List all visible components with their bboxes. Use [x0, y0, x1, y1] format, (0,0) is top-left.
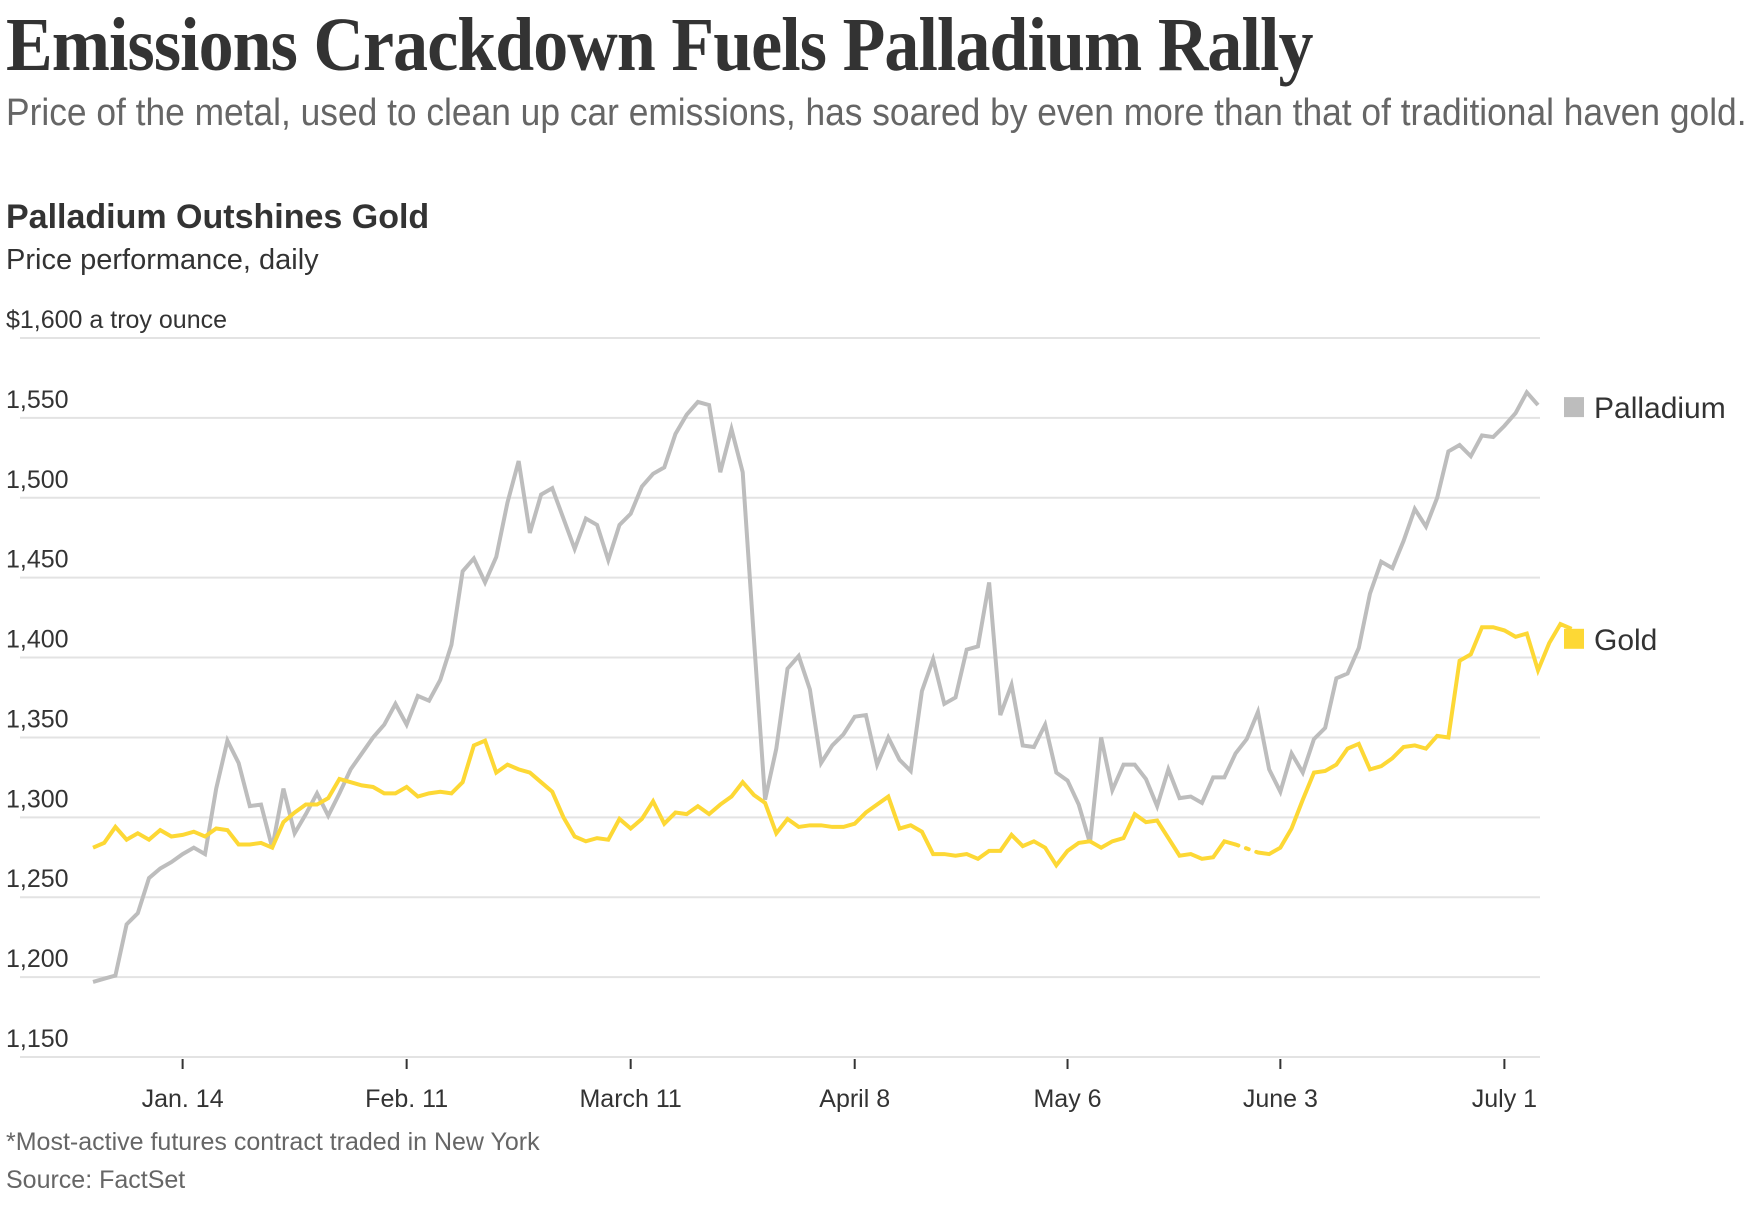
y-tick-label: 1,300: [6, 785, 69, 813]
y-tick-label: 1,150: [6, 1025, 69, 1053]
series-line-gold: [92, 737, 1237, 869]
y-tick-label: $1,600 a troy ounce: [6, 306, 227, 334]
x-tick-label: April 8: [819, 1085, 890, 1113]
legend-swatch-palladium: [1564, 397, 1584, 418]
x-tick-label: June 3: [1243, 1085, 1318, 1113]
y-tick-label: 1,400: [6, 626, 69, 654]
legend: Palladium Gold: [1564, 392, 1726, 657]
legend-label-gold: Gold: [1594, 624, 1657, 657]
headline: Emissions Crackdown Fuels Palladium Rall…: [6, 3, 1313, 87]
x-tick-label: July 1: [1472, 1085, 1537, 1113]
chart-title: Palladium Outshines Gold: [6, 198, 430, 236]
series-gap-gold: [1233, 842, 1260, 855]
y-tick-label: 1,550: [6, 386, 69, 414]
y-tick-label: 1,450: [6, 546, 69, 574]
footnote: *Most-active futures contract traded in …: [6, 1128, 540, 1156]
legend-swatch-gold: [1564, 628, 1584, 649]
y-tick-label: 1,250: [6, 865, 69, 893]
series-line-palladium: [92, 388, 1540, 984]
x-axis: Jan. 14 Feb. 11 March 11 April 8 May 6 June 3…: [142, 1059, 1537, 1113]
x-tick-label: March 11: [579, 1085, 681, 1113]
source-note: Source: FactSet: [6, 1166, 186, 1194]
chart-subtitle: Price performance, daily: [6, 244, 319, 276]
gridlines: [20, 337, 1540, 1058]
legend-label-palladium: Palladium: [1594, 392, 1726, 425]
series-lines: [92, 388, 1573, 984]
y-tick-label: 1,500: [6, 466, 69, 494]
y-tick-label: 1,350: [6, 705, 69, 733]
x-tick-label: Jan. 14: [142, 1085, 224, 1113]
y-axis-labels: 1,150 1,200 1,250 1,300 1,350 1,400 1,450 1,500…: [6, 306, 227, 1053]
y-tick-label: 1,200: [6, 945, 69, 973]
x-tick-label: Feb. 11: [365, 1085, 448, 1113]
dek: Price of the metal, used to clean up car…: [6, 92, 1747, 134]
series-line-gold: [1257, 621, 1573, 857]
x-tick-label: May 6: [1033, 1085, 1101, 1113]
